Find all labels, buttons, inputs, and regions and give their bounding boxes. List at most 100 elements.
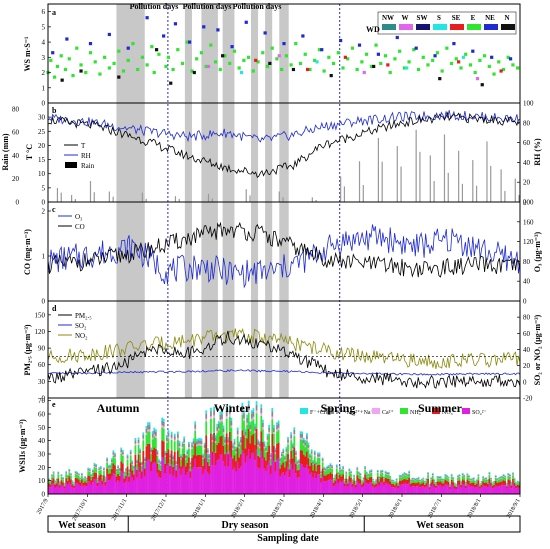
ws-point-e <box>233 50 236 53</box>
wsii-bar-seg <box>421 481 423 484</box>
wsii-bar-seg <box>372 483 374 486</box>
wsii-bar-seg <box>215 438 217 442</box>
wsii-bar-seg <box>231 425 233 427</box>
wsii-bar-seg <box>410 484 412 487</box>
wsii-bar-seg <box>235 461 237 471</box>
wsii-bar-seg <box>399 476 401 477</box>
ws-point-e <box>68 57 71 60</box>
legend-e-swatch-2 <box>372 408 380 414</box>
wsii-bar-seg <box>87 470 89 471</box>
wsii-bar-seg <box>264 469 266 494</box>
wsii-bar-seg <box>98 468 100 470</box>
wsii-bar-seg <box>297 478 299 494</box>
wsii-bar-seg <box>424 481 426 482</box>
wsii-bar-seg <box>444 474 446 475</box>
wsii-bar-seg <box>484 480 486 483</box>
wsii-bar-seg <box>73 484 75 486</box>
wsii-bar-seg <box>293 447 295 462</box>
wsii-bar-seg <box>227 443 229 445</box>
wsii-bar-seg <box>344 479 346 480</box>
wsii-bar-seg <box>78 484 80 494</box>
wsii-bar-seg <box>500 479 502 482</box>
wsii-bar-seg <box>149 432 151 444</box>
wsii-bar-seg <box>432 476 434 480</box>
wsii-bar-seg <box>120 449 122 452</box>
wsii-bar-seg <box>489 483 491 494</box>
wsii-bar-seg <box>146 426 148 429</box>
wsii-bar-seg <box>468 478 470 481</box>
wsii-bar-seg <box>349 468 351 469</box>
wsii-bar-seg <box>175 462 177 464</box>
wsii-bar-seg <box>430 480 432 483</box>
wsii-bar-seg <box>350 478 352 483</box>
wsii-bar-seg <box>328 474 330 480</box>
wsii-bar-seg <box>433 481 435 483</box>
wsii-bar-seg <box>437 477 439 478</box>
wsii-bar-seg <box>427 484 429 494</box>
wsii-bar-seg <box>485 486 487 494</box>
wsii-bar-seg <box>68 470 70 472</box>
wsii-bar-seg <box>289 462 291 463</box>
ws-point-ne <box>320 48 323 51</box>
wsii-bar-seg <box>320 478 322 483</box>
wsii-bar-seg <box>201 455 203 467</box>
wsii-bar-seg <box>249 459 251 494</box>
wsii-bar-seg <box>449 484 451 485</box>
wsii-bar-seg <box>422 483 424 487</box>
wsii-bar-seg <box>253 453 255 494</box>
ws-point-e <box>89 51 92 54</box>
wsii-bar-seg <box>366 474 368 475</box>
wsii-bar-seg <box>76 475 78 479</box>
wsii-bar-seg <box>174 440 176 442</box>
wsii-bar-seg <box>341 470 343 471</box>
wsii-bar-seg <box>249 425 251 429</box>
wsii-bar-seg <box>78 479 80 484</box>
ws-point-ne <box>188 40 191 43</box>
wsii-bar-seg <box>117 469 119 474</box>
wsii-bar-seg <box>424 482 426 483</box>
wsii-bar-seg <box>349 472 351 476</box>
wsii-bar-seg <box>496 483 498 486</box>
wsii-bar-seg <box>175 471 177 478</box>
wsii-bar-seg <box>210 419 212 434</box>
wsii-bar-seg <box>309 454 311 456</box>
wsii-bar-seg <box>432 475 434 476</box>
wsii-bar-seg <box>282 455 284 463</box>
wsii-bar-seg <box>459 474 461 475</box>
wsii-bar-seg <box>75 478 77 483</box>
wsii-bar-seg <box>120 452 122 453</box>
wsii-bar-seg <box>53 483 55 494</box>
wsii-bar-seg <box>160 464 162 465</box>
wsii-bar-seg <box>78 473 80 474</box>
wsii-bar-seg <box>98 467 100 468</box>
wsii-bar-seg <box>267 465 269 494</box>
ws-point-e <box>209 44 212 47</box>
wsii-bar-seg <box>202 459 204 466</box>
rh-axis-title: RH (%) <box>533 138 542 166</box>
wsii-bar-seg <box>507 473 509 474</box>
wsii-bar-seg <box>308 448 310 450</box>
wsii-bar-seg <box>72 484 74 487</box>
wsii-bar-seg <box>119 476 121 482</box>
wsii-bar-seg <box>293 430 295 434</box>
ws-point-w <box>476 77 479 80</box>
wsii-bar-seg <box>50 482 52 484</box>
rain-bar <box>397 146 398 202</box>
ws-point-e <box>94 60 97 63</box>
wsii-bar-seg <box>87 476 89 482</box>
wsii-bar-seg <box>438 476 440 477</box>
wsii-bar-seg <box>306 436 308 440</box>
wsii-bar-seg <box>218 424 220 428</box>
wsii-bar-seg <box>416 478 418 479</box>
wsii-bar-seg <box>484 483 486 487</box>
wsii-bar-seg <box>147 432 149 444</box>
wsii-bar-seg <box>422 478 424 479</box>
wsii-bar-seg <box>68 469 70 470</box>
wsii-bar-seg <box>147 429 149 431</box>
so2no2-axis-tick-label: 20 <box>523 362 531 370</box>
wsii-bar-seg <box>130 473 132 494</box>
wsii-bar-seg <box>297 464 299 465</box>
wsii-bar-seg <box>216 433 218 445</box>
wsii-bar-seg <box>408 473 410 474</box>
wsii-bar-seg <box>79 480 81 483</box>
